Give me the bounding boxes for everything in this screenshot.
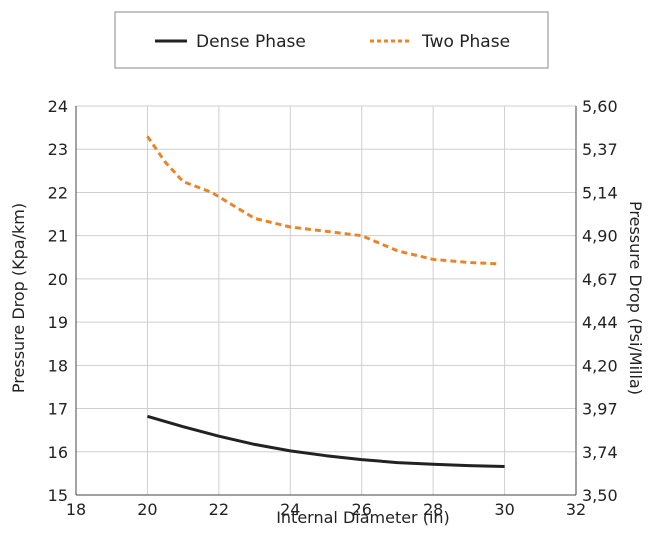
x-axis-title: Internal Diameter (in) (276, 508, 450, 527)
series-line-two-phase (146, 135, 498, 266)
y-axis-title: Pressure Drop (Kpa/km) (9, 203, 28, 393)
gridlines (75, 105, 577, 496)
x-tick-label: 22 (209, 500, 229, 519)
y-tick-label: 22 (48, 183, 68, 202)
x-tick-label: 26 (352, 500, 372, 519)
axes (75, 106, 577, 496)
y2-tick-labels: 3,50 3,74 3,97 4,20 4,44 4,67 4,90 5,14 5,37 5,60 (582, 97, 618, 505)
y-tick-label: 21 (48, 227, 68, 246)
legend-box (114, 11, 549, 69)
y2-tick-label: 5,37 (582, 140, 618, 159)
x-tick-label: 18 (66, 500, 86, 519)
y-tick-label: 20 (48, 270, 68, 289)
y2-axis-title: Pressure Drop (Psi/Milla) (626, 201, 645, 395)
x-tick-label: 30 (494, 500, 514, 519)
y-tick-label: 24 (48, 97, 68, 116)
x-tick-label: 28 (423, 500, 443, 519)
y2-tick-label: 3,97 (582, 400, 618, 419)
y-tick-label: 19 (48, 313, 68, 332)
legend-label-dense-phase: Dense Phase (196, 32, 306, 52)
y-tick-label: 15 (48, 486, 68, 505)
y2-tick-label: 5,14 (582, 183, 618, 202)
y-tick-label: 18 (48, 356, 68, 375)
y2-tick-label: 5,60 (582, 97, 618, 116)
x-tick-labels: 18 20 22 24 26 28 30 32 (66, 500, 586, 519)
series-line-dense-phase (146, 414, 505, 468)
y-tick-label: 17 (48, 400, 68, 419)
x-tick-label: 24 (280, 500, 300, 519)
y2-tick-label: 4,20 (582, 356, 618, 375)
legend-label-two-phase: Two Phase (421, 32, 510, 52)
y-tick-labels: 15 16 17 18 19 20 21 22 23 24 (48, 97, 68, 505)
x-tick-label: 20 (137, 500, 157, 519)
y2-tick-label: 4,90 (582, 227, 618, 246)
y2-tick-label: 3,50 (582, 486, 618, 505)
legend: Dense Phase Two Phase (114, 11, 549, 69)
y-tick-label: 23 (48, 140, 68, 159)
y2-tick-label: 4,44 (582, 313, 618, 332)
y2-tick-label: 3,74 (582, 443, 618, 462)
x-tick-label: 32 (566, 500, 586, 519)
y-tick-label: 16 (48, 443, 68, 462)
series-lines (146, 135, 505, 468)
y2-tick-label: 4,67 (582, 270, 618, 289)
